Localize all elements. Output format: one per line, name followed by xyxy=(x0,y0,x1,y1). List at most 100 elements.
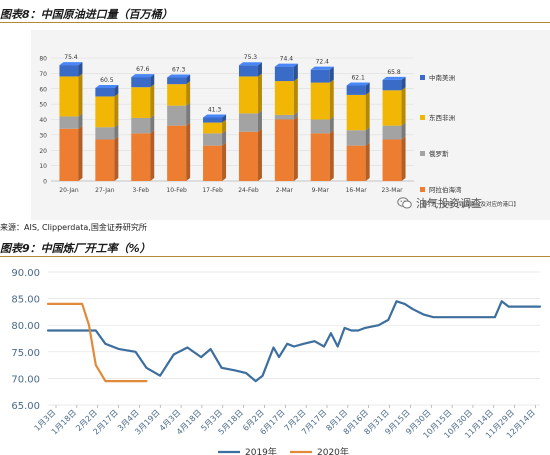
bar-segment-side xyxy=(257,110,262,132)
bar-total-label: 74.4 xyxy=(280,56,294,63)
y-tick-label: 60 xyxy=(39,86,47,93)
bar-segment-side xyxy=(401,136,406,181)
bar-segment-side xyxy=(401,122,406,140)
legend-swatch xyxy=(420,151,425,156)
x-tick-label: 20-Jan xyxy=(59,187,79,194)
bar-segment-side xyxy=(150,114,155,134)
legend-label: 俄罗斯 xyxy=(429,149,449,158)
x-tick-label: 3-Feb xyxy=(132,187,149,194)
y-tick-label: 10 xyxy=(39,163,47,170)
bar-segment-side xyxy=(78,73,83,117)
bar-segment-side xyxy=(293,78,298,115)
bar-segment-side xyxy=(257,62,262,77)
legend-label: 2020年 xyxy=(317,446,349,455)
bar-segment-side xyxy=(365,91,370,131)
bar-segment xyxy=(310,133,330,181)
bar-segment-side xyxy=(222,114,227,123)
bar-segment-side xyxy=(186,102,191,126)
bar-segment-side xyxy=(150,74,155,88)
bar-segment-top xyxy=(382,76,406,80)
bar-segment xyxy=(382,139,402,181)
bar-segment-top xyxy=(59,62,83,66)
bar-segment-side xyxy=(329,79,334,120)
bar-segment-side xyxy=(186,122,191,181)
bar-segment-side xyxy=(293,111,298,120)
bar-segment-side xyxy=(257,128,262,181)
bar-segment-side xyxy=(222,130,227,146)
bar-segment xyxy=(274,119,294,181)
bar-segment xyxy=(310,69,330,83)
y-tick-label: 40 xyxy=(39,117,47,124)
y-tick-label: 70.00 xyxy=(11,374,40,385)
bar-segment xyxy=(131,133,151,181)
bar-segment xyxy=(203,145,223,181)
bar-segment xyxy=(203,133,223,146)
x-tick-label: 23-Mar xyxy=(381,187,403,194)
bar-segment-side xyxy=(186,81,191,106)
legend-swatch xyxy=(420,187,425,192)
x-tick-label: 17-Feb xyxy=(202,187,223,194)
bar-segment-side xyxy=(401,87,406,126)
bar-total-label: 72.4 xyxy=(316,59,330,66)
bar-segment-side xyxy=(222,142,227,181)
bar-segment-side xyxy=(365,142,370,181)
bar-segment xyxy=(131,87,151,118)
bar-segment-top xyxy=(131,74,155,78)
bar-segment xyxy=(167,105,187,126)
bar-segment xyxy=(238,113,258,132)
bar-segment-side xyxy=(114,136,119,181)
bar-segment xyxy=(274,66,294,82)
figure9-title-rule xyxy=(0,256,550,257)
bar-chart-panel: 0 10 20 30 40 50 60 70 80 75.4 20-Jan 60.5 27-Jan 67.… xyxy=(31,30,550,220)
bar-total-label: 67.6 xyxy=(136,66,150,73)
bar-segment-side xyxy=(186,74,191,85)
bar-segment-side xyxy=(329,66,334,83)
bar-total-label: 60.5 xyxy=(100,77,114,84)
bar-segment-top xyxy=(310,66,334,70)
bar-segment xyxy=(167,77,187,85)
bar-segment xyxy=(238,131,258,181)
bar-segment xyxy=(382,79,402,91)
bar-segment-top xyxy=(203,114,227,118)
bar-segment-top xyxy=(346,82,370,86)
bar-segment-side xyxy=(150,84,155,118)
bar-segment-side xyxy=(78,113,83,129)
y-tick-label: 80.00 xyxy=(11,321,40,332)
y-tick-label: 50 xyxy=(39,102,47,109)
watermark-text: 油气投资调查 xyxy=(416,197,482,210)
bar-segment-side xyxy=(293,63,298,82)
x-tick-label: 9-Mar xyxy=(312,187,330,194)
x-tick-label: 16-Mar xyxy=(346,187,368,194)
bar-segment xyxy=(346,145,366,181)
bar-total-label: 41.3 xyxy=(208,107,222,114)
legend-swatch xyxy=(420,75,425,80)
bar-total-label: 75.3 xyxy=(244,54,258,61)
bar-segment-side xyxy=(222,119,227,134)
y-tick-label: 0 xyxy=(43,179,47,186)
bar-segment xyxy=(95,139,115,181)
bar-segment xyxy=(346,94,366,131)
bar-segment-top xyxy=(95,84,119,88)
figure9-title: 图表9：中国炼厂开工率（%） xyxy=(0,242,151,255)
bar-total-label: 62.1 xyxy=(351,75,365,82)
bar-segment xyxy=(59,128,79,181)
bar-segment xyxy=(382,90,402,126)
y-tick-label: 20 xyxy=(39,148,47,155)
series-line-2019 xyxy=(46,300,542,383)
legend-swatch xyxy=(420,115,425,120)
bar-segment-side xyxy=(293,116,298,181)
y-tick-label: 90.00 xyxy=(11,268,40,279)
source-note: 来源：AIS, Clipperdata,国金证券研究所 xyxy=(0,223,147,232)
x-tick-label: 2-Mar xyxy=(276,187,294,194)
bar-segment xyxy=(310,82,330,120)
bar-segment xyxy=(167,84,187,106)
figure8-title: 图表8：中国原油进口量（百万桶） xyxy=(0,8,173,21)
bar-segment xyxy=(346,85,366,95)
bar-segment xyxy=(238,76,258,114)
bar-segment xyxy=(382,125,402,140)
bar-segment-side xyxy=(114,84,119,97)
bar-segment-top xyxy=(238,62,262,66)
figure8-title-rule xyxy=(0,22,550,23)
bar-total-label: 67.3 xyxy=(172,67,186,74)
wechat-icon xyxy=(397,197,412,209)
